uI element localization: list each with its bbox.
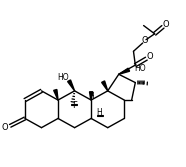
Text: O: O <box>163 21 170 30</box>
Text: HO: HO <box>57 72 69 81</box>
Polygon shape <box>102 81 108 91</box>
Text: O: O <box>2 123 8 132</box>
Text: O: O <box>142 36 148 45</box>
Text: F: F <box>72 101 77 110</box>
Polygon shape <box>68 80 75 91</box>
Text: O: O <box>146 52 153 61</box>
Polygon shape <box>54 90 58 100</box>
Polygon shape <box>89 92 93 100</box>
Polygon shape <box>119 68 130 74</box>
Text: H: H <box>97 108 102 117</box>
Text: HO: HO <box>134 64 145 73</box>
Text: H: H <box>88 92 94 101</box>
